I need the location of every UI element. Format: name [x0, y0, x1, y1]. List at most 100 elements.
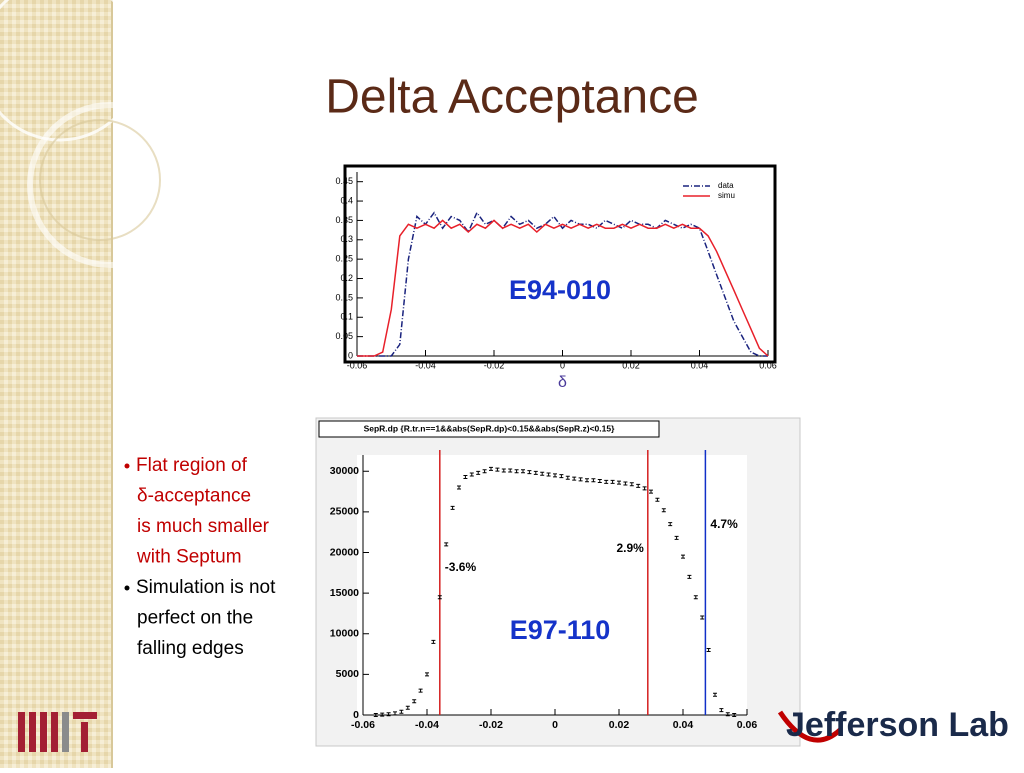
data-point	[668, 522, 673, 527]
data-point	[444, 542, 449, 547]
data-point	[687, 574, 692, 579]
data-point	[649, 489, 653, 494]
x-axis-label: δ	[558, 374, 567, 391]
data-point	[585, 478, 589, 483]
data-point	[623, 481, 628, 486]
x-tick-label: 0.04	[673, 719, 694, 731]
data-point	[425, 672, 429, 677]
y-tick-label: 15000	[330, 587, 359, 599]
data-point	[476, 470, 481, 475]
data-point	[661, 508, 666, 513]
data-point	[591, 478, 596, 483]
data-point	[489, 466, 493, 471]
data-point	[578, 477, 583, 482]
data-point	[629, 482, 634, 487]
x-tick-label: -0.02	[484, 360, 505, 370]
bullet-dot	[124, 585, 130, 591]
data-point	[495, 467, 500, 472]
data-point	[399, 709, 404, 714]
data-point	[386, 712, 391, 717]
y-tick-label: 25000	[330, 506, 359, 518]
data-point	[565, 475, 570, 480]
bullet-dot	[124, 463, 130, 469]
decor-circle	[39, 119, 161, 241]
data-point	[514, 469, 519, 474]
decor-circle	[0, 0, 142, 142]
data-point	[405, 705, 410, 710]
data-point	[463, 474, 468, 479]
data-point	[674, 535, 679, 540]
data-point	[719, 708, 724, 713]
x-tick-label: -0.04	[415, 719, 439, 731]
data-point	[527, 470, 532, 475]
data-line	[357, 219, 769, 357]
data-point	[559, 474, 564, 479]
chart-title: SepR.dp {R.tr.n==1&&abs(SepR.dp)<0.15&&a…	[364, 423, 616, 433]
y-tick-label: 0.2	[340, 273, 353, 283]
data-point	[431, 639, 436, 644]
y-tick-label: 5000	[336, 668, 360, 680]
bullet-list: Flat region of δ-acceptance is much smalle…	[124, 455, 276, 659]
data-point	[604, 479, 609, 484]
side-panel	[0, 0, 112, 768]
x-tick-label: 0.02	[609, 719, 630, 731]
y-tick-label: 0	[348, 350, 353, 360]
x-tick-label: 0	[552, 719, 558, 731]
data-point	[437, 595, 442, 600]
bullet-text: Simulation is not	[136, 577, 276, 598]
data-point	[693, 595, 698, 600]
bullet-text: Flat region of	[136, 455, 248, 476]
marker-label: -3.6%	[445, 560, 477, 574]
x-tick-label: 0.06	[759, 360, 777, 370]
data-point	[617, 480, 621, 485]
data-point	[636, 483, 641, 488]
y-tick-label: 0.35	[335, 215, 353, 225]
data-point	[482, 469, 487, 474]
y-tick-label: 30000	[330, 465, 359, 477]
x-tick-label: 0	[560, 360, 565, 370]
data-point	[553, 473, 557, 478]
data-point	[725, 712, 730, 717]
data-point	[412, 699, 417, 704]
data-point	[572, 476, 577, 481]
data-point	[393, 711, 397, 716]
data-point	[713, 692, 717, 697]
x-tick-label: -0.04	[415, 360, 436, 370]
y-tick-label: 0.15	[335, 292, 353, 302]
chart-annotation: E97-110	[510, 615, 611, 645]
chart-frame	[343, 164, 777, 364]
data-point	[546, 472, 551, 477]
plot-area	[357, 455, 747, 715]
bullet-text: δ-acceptance	[137, 486, 251, 507]
y-tick-label: 0.1	[340, 312, 353, 322]
jlab-logo: Jefferson Lab	[777, 706, 1009, 744]
data-point	[700, 615, 705, 620]
chart-annotation: E94-010	[509, 275, 611, 305]
x-tick-label: 0.02	[622, 360, 640, 370]
data-point	[610, 479, 615, 484]
y-tick-label: 0.25	[335, 254, 353, 264]
x-tick-label: -0.02	[479, 719, 503, 731]
data-point	[501, 468, 506, 473]
data-point	[418, 688, 423, 693]
legend-label: simu	[718, 191, 735, 200]
data-point	[533, 470, 538, 475]
x-tick-label: 0.06	[737, 719, 758, 731]
data-point	[508, 468, 513, 473]
data-point	[380, 712, 385, 717]
data-point	[706, 648, 711, 652]
y-tick-label: 0	[353, 709, 359, 721]
data-point	[469, 472, 474, 477]
y-tick-label: 20000	[330, 546, 359, 558]
data-point	[457, 485, 461, 490]
data-point	[373, 713, 378, 717]
marker-label: 4.7%	[710, 517, 738, 531]
y-tick-label: 0.05	[335, 331, 353, 341]
data-point	[450, 505, 455, 510]
x-tick-label: -0.06	[347, 360, 368, 370]
bullet-text: is much smaller	[137, 516, 270, 537]
y-tick-label: 0.4	[340, 195, 353, 205]
data-point	[540, 471, 545, 476]
